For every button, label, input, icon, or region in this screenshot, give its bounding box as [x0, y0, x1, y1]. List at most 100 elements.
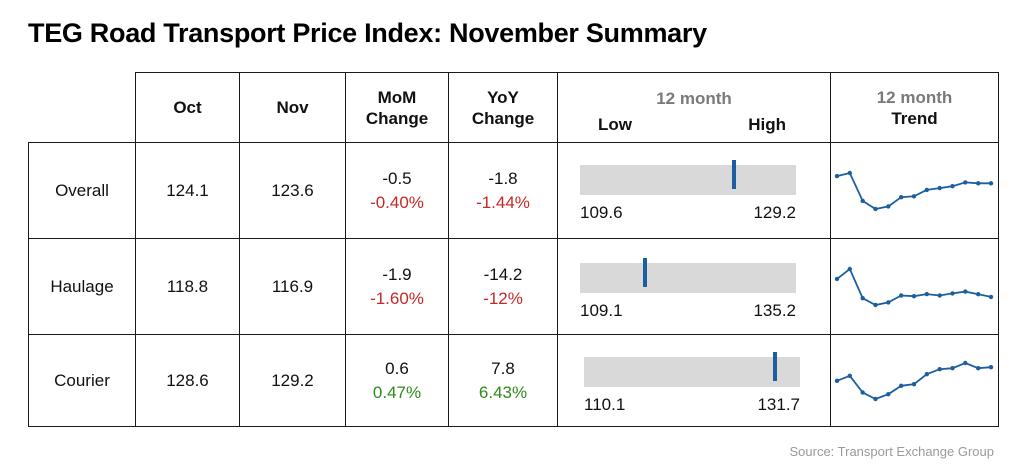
- sparkline: [834, 170, 994, 211]
- header-row: Oct Nov MoM Change YoY Change 12 month L…: [28, 72, 999, 143]
- range-low-value: 109.6: [580, 203, 623, 222]
- sparkline-point: [924, 371, 929, 376]
- sparkline-point: [873, 206, 878, 211]
- sparkline-point: [834, 173, 840, 178]
- sparkline-point: [847, 170, 852, 175]
- sparkline-point: [950, 290, 955, 296]
- header-trend-bottom: Trend: [891, 108, 938, 128]
- source-note: Source: Transport Exchange Group: [789, 444, 994, 459]
- trend-cell: [830, 142, 999, 239]
- price-index-table: Oct Nov MoM Change YoY Change 12 month L…: [28, 72, 999, 427]
- trend-cell: [830, 334, 999, 427]
- header-range-top: 12 month: [656, 88, 732, 108]
- range-low-value: 109.1: [580, 301, 623, 320]
- mom-percent: -0.40%: [370, 192, 424, 212]
- sparkline-point: [886, 299, 891, 305]
- table-row: Haulage 118.8 116.9 -1.9 -1.60% -14.2 -1…: [28, 238, 999, 335]
- yoy-percent: -1.44%: [476, 192, 530, 212]
- range-low-value: 110.1: [584, 395, 626, 414]
- sparkline-point: [963, 288, 968, 294]
- sparkline-point: [873, 302, 878, 307]
- mom-cell: -1.9 -1.60%: [345, 238, 449, 335]
- oct-value: 124.1: [135, 142, 240, 239]
- range-marker: [773, 352, 777, 381]
- nov-value: 129.2: [239, 334, 346, 427]
- range-high-value: 131.7: [757, 395, 800, 414]
- header-nov: Nov: [239, 72, 346, 143]
- sparkline-point: [924, 291, 929, 296]
- yoy-value: -1.8: [488, 168, 518, 188]
- sparkline-point: [899, 292, 904, 298]
- sparkline-point: [963, 179, 968, 185]
- yoy-cell: -14.2 -12%: [448, 238, 558, 335]
- header-range: 12 month Low High: [557, 72, 831, 143]
- header-mom: MoM Change: [345, 72, 449, 143]
- mom-cell: 0.6 0.47%: [345, 334, 449, 427]
- sparkline-point: [976, 180, 981, 185]
- sparkline-point: [976, 291, 981, 296]
- sparkline-point: [911, 193, 917, 198]
- yoy-value: -14.2: [483, 264, 523, 284]
- header-range-high: High: [748, 114, 786, 134]
- sparkline-point: [834, 276, 840, 281]
- sparkline-point: [886, 391, 891, 396]
- range-marker: [643, 258, 647, 287]
- range-bar: [584, 352, 800, 387]
- header-empty-cell: [28, 72, 136, 143]
- mom-value: -0.5: [382, 168, 412, 188]
- sparkline-point: [937, 292, 942, 298]
- header-mom-label: MoM Change: [365, 87, 429, 128]
- oct-value: 128.6: [135, 334, 240, 427]
- sparkline-line: [836, 171, 991, 210]
- table-row: Overall 124.1 123.6 -0.5 -0.40% -1.8 -1.…: [28, 142, 999, 239]
- sparkline-point: [860, 389, 865, 395]
- table-row: Courier 128.6 129.2 0.6 0.47% 7.8 6.43% …: [28, 334, 999, 427]
- range-cell: 109.6 129.2: [557, 142, 831, 239]
- range-bar: [580, 258, 796, 293]
- yoy-cell: -1.8 -1.44%: [448, 142, 558, 239]
- header-yoy: YoY Change: [448, 72, 558, 143]
- mom-cell: -0.5 -0.40%: [345, 142, 449, 239]
- yoy-value: 7.8: [491, 358, 515, 378]
- sparkline-point: [886, 203, 891, 209]
- mom-value: -1.9: [382, 264, 412, 284]
- mom-percent: 0.47%: [372, 382, 422, 402]
- nov-value: 116.9: [239, 238, 346, 335]
- sparkline-point: [899, 383, 904, 388]
- sparkline-point: [988, 294, 994, 299]
- header-range-low: Low: [598, 114, 632, 134]
- row-label: Haulage: [28, 238, 136, 335]
- range-cell: 110.1 131.7: [557, 334, 831, 427]
- range-cell: 109.1 135.2: [557, 238, 831, 335]
- sparkline-point: [950, 183, 955, 188]
- yoy-percent: -12%: [483, 288, 523, 308]
- yoy-cell: 7.8 6.43%: [448, 334, 558, 427]
- sparkline: [834, 266, 994, 307]
- sparkline-point: [911, 381, 917, 386]
- sparkline-point: [963, 360, 968, 365]
- sparkline-point: [911, 293, 917, 298]
- sparkline-point: [847, 373, 852, 378]
- row-label: Courier: [28, 334, 136, 427]
- mom-value: 0.6: [385, 358, 409, 378]
- header-trend: 12 month Trend: [830, 72, 999, 143]
- trend-cell: [830, 238, 999, 335]
- sparkline-point: [834, 378, 840, 383]
- sparkline-point: [937, 366, 942, 371]
- sparkline-line: [836, 361, 992, 400]
- range-marker: [732, 160, 736, 189]
- range-high-value: 129.2: [753, 203, 796, 222]
- row-label: Overall: [28, 142, 136, 239]
- sparkline: [834, 360, 994, 401]
- sparkline-point: [860, 295, 865, 300]
- yoy-percent: 6.43%: [478, 382, 528, 402]
- sparkline-point: [988, 364, 994, 369]
- range-high-value: 135.2: [753, 301, 796, 320]
- mom-percent: -1.60%: [370, 288, 424, 308]
- sparkline-point: [847, 266, 852, 271]
- sparkline-point: [950, 365, 955, 370]
- header-trend-top: 12 month: [876, 87, 953, 107]
- nov-value: 123.6: [239, 142, 346, 239]
- sparkline-point: [976, 365, 981, 370]
- sparkline-point: [937, 185, 942, 190]
